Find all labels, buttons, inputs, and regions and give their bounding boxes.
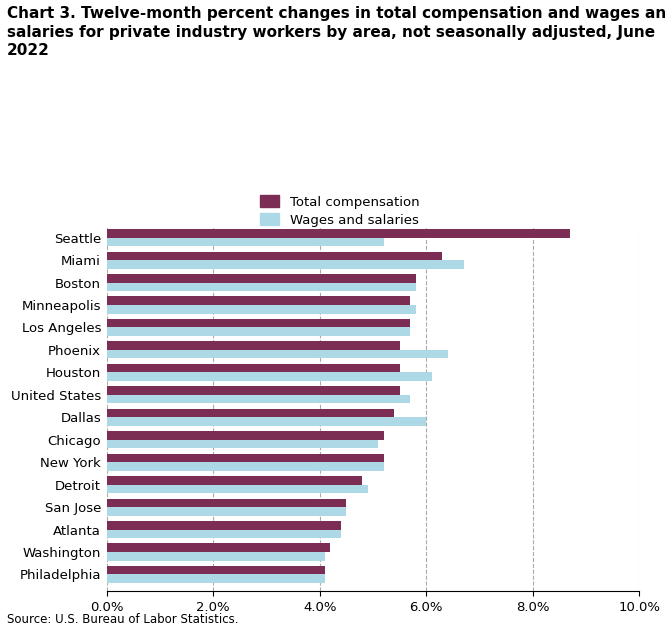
Bar [107, 395, 410, 403]
Bar [107, 260, 464, 269]
Bar [107, 476, 362, 484]
Bar [107, 319, 410, 328]
Bar [107, 574, 325, 583]
Bar [107, 454, 384, 462]
Bar [107, 372, 432, 381]
Bar [107, 252, 442, 260]
Bar [107, 364, 400, 372]
Bar [107, 552, 325, 560]
Bar [107, 507, 346, 516]
Bar [107, 431, 384, 440]
Bar [107, 342, 400, 350]
Bar [107, 350, 448, 359]
Bar [107, 530, 341, 538]
Bar [107, 328, 410, 336]
Bar [107, 238, 384, 246]
Bar [107, 417, 426, 426]
Bar [107, 409, 394, 417]
Bar [107, 229, 570, 238]
Bar [107, 296, 410, 305]
Bar [107, 566, 325, 574]
Bar [107, 543, 330, 552]
Bar [107, 305, 416, 313]
Bar [107, 462, 384, 470]
Bar [107, 440, 378, 448]
Text: Chart 3. Twelve-month percent changes in total compensation and wages and
salari: Chart 3. Twelve-month percent changes in… [7, 6, 666, 58]
Bar [107, 499, 346, 507]
Bar [107, 282, 416, 291]
Text: Source: U.S. Bureau of Labor Statistics.: Source: U.S. Bureau of Labor Statistics. [7, 613, 238, 626]
Bar [107, 386, 400, 395]
Legend: Total compensation, Wages and salaries: Total compensation, Wages and salaries [260, 195, 420, 227]
Bar [107, 274, 416, 282]
Bar [107, 484, 368, 493]
Bar [107, 521, 341, 530]
